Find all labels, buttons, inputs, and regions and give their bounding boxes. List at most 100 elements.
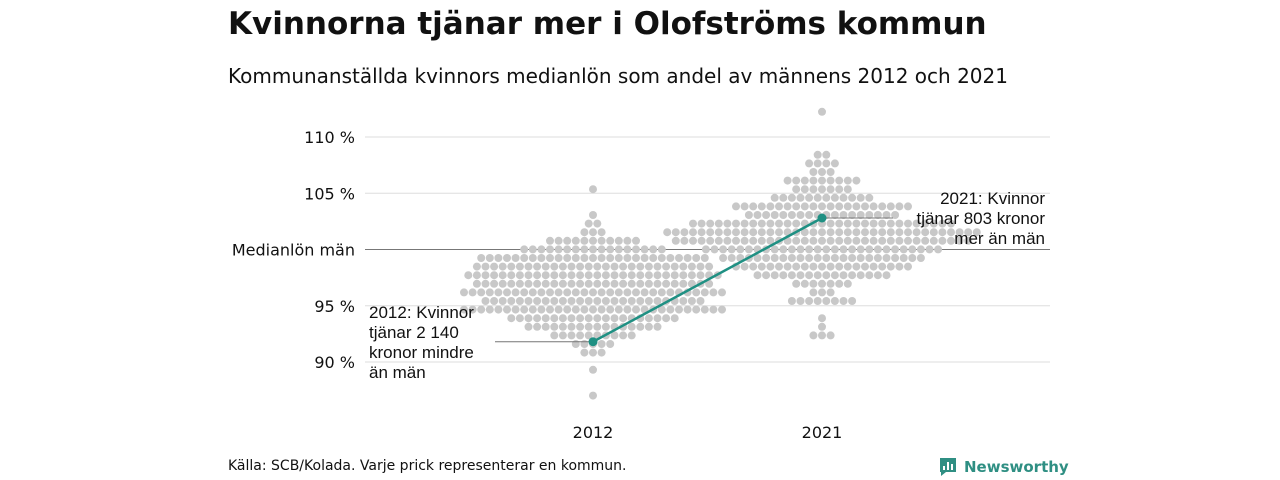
municipality-dot (732, 228, 740, 237)
municipality-dot (671, 228, 680, 237)
municipality-dot (835, 185, 844, 194)
municipality-dot (619, 279, 628, 288)
municipality-dot (657, 288, 666, 297)
municipality-dot (468, 305, 477, 314)
municipality-dot (852, 228, 861, 237)
municipality-dot (843, 219, 852, 228)
municipality-dot (882, 254, 891, 262)
municipality-dot (692, 254, 701, 262)
municipality-dot (632, 288, 640, 297)
municipality-dot (640, 288, 649, 297)
municipality-dot (687, 297, 696, 305)
municipality-dot (533, 279, 542, 288)
municipality-dot (826, 185, 835, 194)
municipality-dot (662, 279, 671, 288)
municipality-dot (775, 202, 783, 211)
municipality-dot (537, 245, 546, 254)
municipality-dot (687, 279, 696, 288)
municipality-dot (839, 271, 848, 280)
municipality-dot (865, 254, 874, 262)
municipality-dot (796, 297, 805, 305)
municipality-dot (460, 305, 468, 314)
municipality-dot (818, 262, 826, 271)
municipality-dot (839, 245, 848, 254)
municipality-dot (835, 262, 844, 271)
municipality-dot (627, 262, 636, 271)
municipality-dot (481, 279, 490, 288)
municipality-dot (663, 228, 672, 237)
municipality-dot (537, 305, 546, 314)
municipality-dot (843, 279, 852, 288)
municipality-dot (916, 245, 925, 254)
municipality-dot (718, 288, 726, 297)
municipality-dot (662, 314, 671, 323)
municipality-dot (567, 314, 576, 323)
municipality-dot (636, 279, 645, 288)
municipality-dot (904, 262, 912, 271)
municipality-dot (580, 236, 589, 245)
municipality-dot (766, 262, 775, 271)
municipality-dot (679, 279, 688, 288)
municipality-dot (687, 262, 696, 271)
municipality-dot (606, 236, 615, 245)
municipality-dot (580, 228, 589, 237)
municipality-dot (627, 322, 636, 331)
municipality-dot (700, 288, 709, 297)
municipality-dot (809, 228, 818, 237)
municipality-dot (835, 279, 844, 288)
municipality-dot (938, 219, 947, 228)
municipality-dot (580, 254, 589, 262)
y-tick-label: 90 % (314, 353, 355, 372)
source-note: Källa: SCB/Kolada. Varje prick represent… (228, 458, 627, 474)
municipality-dot (779, 211, 788, 219)
municipality-dot (848, 193, 857, 202)
municipality-dot (692, 288, 701, 297)
municipality-dot (822, 150, 831, 159)
municipality-dot (571, 305, 580, 314)
municipality-dot (787, 193, 796, 202)
municipality-dot (809, 236, 818, 245)
annotation-line: mer än män (954, 229, 1045, 248)
municipality-dot (623, 245, 632, 254)
municipality-dot (507, 279, 516, 288)
municipality-dot (899, 245, 908, 254)
municipality-dot (787, 254, 796, 262)
municipality-dot (904, 219, 912, 228)
municipality-dot (839, 211, 848, 219)
municipality-dot (826, 236, 835, 245)
municipality-dot (800, 262, 809, 271)
municipality-dot (813, 297, 822, 305)
brand-logo[interactable]: Newsworthy (938, 456, 1069, 478)
municipality-dot (878, 228, 887, 237)
municipality-dot (792, 236, 801, 245)
municipality-dot (886, 236, 895, 245)
municipality-dot (601, 262, 610, 271)
municipality-dot (632, 245, 640, 254)
municipality-dot (826, 331, 835, 340)
municipality-dot (567, 322, 576, 331)
municipality-dot (732, 219, 740, 228)
municipality-dot (571, 254, 580, 262)
municipality-dot (589, 254, 597, 262)
municipality-dot (653, 271, 662, 280)
municipality-dot (653, 279, 662, 288)
municipality-dot (955, 236, 964, 245)
municipality-dot (571, 288, 580, 297)
municipality-dot (809, 331, 818, 340)
municipality-dot (683, 305, 692, 314)
municipality-dot (882, 211, 891, 219)
municipality-dot (464, 271, 473, 280)
municipality-dot (719, 254, 728, 262)
municipality-dot (477, 288, 486, 297)
municipality-dot (550, 331, 559, 340)
municipality-dot (640, 254, 649, 262)
municipality-dot (636, 322, 645, 331)
municipality-dot (503, 305, 511, 314)
municipality-dot (904, 228, 912, 237)
municipality-dot (822, 245, 831, 254)
municipality-dot (830, 193, 839, 202)
municipality-dot (869, 228, 878, 237)
municipality-dot (610, 262, 619, 271)
annotation-line: kronor mindre (369, 343, 474, 362)
municipality-dot (792, 202, 801, 211)
